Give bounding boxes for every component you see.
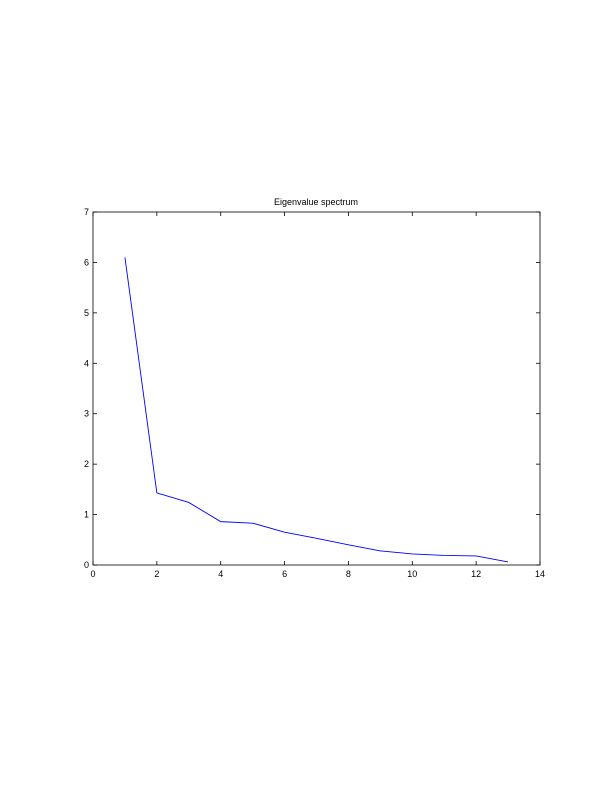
x-tick-label: 0 bbox=[90, 569, 95, 579]
plot-frame bbox=[92, 211, 541, 566]
x-tick-label: 2 bbox=[154, 569, 159, 579]
y-tick-label: 6 bbox=[84, 257, 89, 267]
x-tick-label: 14 bbox=[535, 569, 545, 579]
plot-axes bbox=[92, 211, 541, 566]
chart-title: Eigenvalue spectrum bbox=[274, 197, 358, 207]
x-tick-label: 4 bbox=[218, 569, 223, 579]
y-axis-ticks: 0 1 2 3 4 5 6 7 bbox=[84, 207, 540, 570]
y-tick-label: 5 bbox=[84, 308, 89, 318]
y-tick-label: 7 bbox=[84, 207, 89, 217]
x-tick-label: 10 bbox=[407, 569, 417, 579]
series-line bbox=[124, 257, 509, 563]
series-layer bbox=[124, 257, 509, 563]
y-tick-label: 1 bbox=[84, 510, 89, 520]
x-tick-label: 8 bbox=[346, 569, 351, 579]
y-tick-label: 2 bbox=[84, 459, 89, 469]
y-tick-label: 0 bbox=[84, 560, 89, 570]
y-tick-label: 3 bbox=[84, 409, 89, 419]
x-axis-ticks: 0 2 4 6 8 10 12 14 bbox=[90, 212, 545, 579]
x-tick-label: 12 bbox=[471, 569, 481, 579]
x-tick-label: 6 bbox=[282, 569, 287, 579]
y-tick-label: 4 bbox=[84, 358, 89, 368]
